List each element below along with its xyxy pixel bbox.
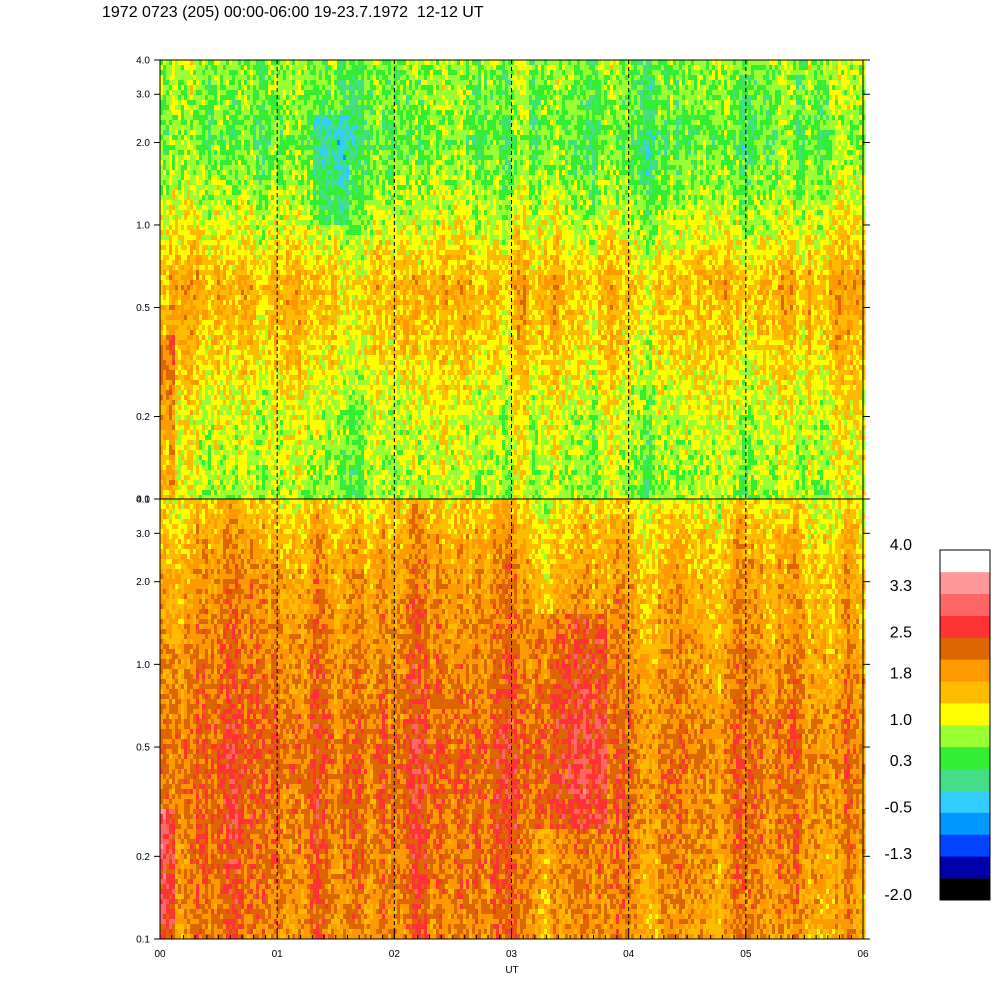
colorbar-label: 2.5 — [890, 625, 912, 642]
axes: 0.10.20.51.02.03.04.00.10.20.51.02.03.04… — [136, 56, 870, 960]
colorbar-frame — [939, 549, 991, 901]
colorbar-swatch — [940, 659, 990, 682]
colorbar-swatch — [940, 637, 990, 660]
colorbar-swatch — [940, 571, 990, 595]
x-tick-label: 04 — [623, 949, 635, 960]
y-tick-label: 2.0 — [136, 577, 150, 588]
colorbar-label: -0.5 — [884, 800, 912, 817]
y-tick-label: 3.0 — [136, 529, 150, 540]
y-tick-label: 3.0 — [136, 90, 150, 101]
colorbar-swatch — [940, 790, 990, 813]
y-tick-label: 1.0 — [136, 660, 150, 671]
colorbar-swatch — [940, 834, 990, 857]
y-tick-label: 0.1 — [136, 495, 150, 506]
colorbar-swatch — [940, 725, 990, 748]
colorbar-label: 0.3 — [890, 753, 912, 770]
x-tick-label: 05 — [740, 949, 752, 960]
x-axis-title: UT — [505, 965, 518, 976]
colorbar-swatch — [940, 878, 990, 901]
colorbar-swatch — [940, 550, 990, 573]
colorbar-swatch — [940, 768, 990, 791]
x-tick-label: 03 — [506, 949, 518, 960]
y-tick-label: 0.2 — [136, 852, 150, 863]
colorbar-label: 3.3 — [890, 578, 912, 595]
y-tick-label: 0.1 — [136, 935, 150, 946]
y-tick-label: 0.5 — [136, 743, 150, 754]
y-tick-label: 1.0 — [136, 220, 150, 231]
x-tick-label: 06 — [857, 949, 869, 960]
colorbar-swatch — [940, 593, 990, 616]
colorbar-swatch — [940, 681, 990, 704]
colorbar-label: -1.3 — [884, 846, 912, 863]
colorbar-swatch — [940, 856, 990, 879]
upper-spectrogram-panel — [160, 60, 866, 501]
x-tick-label: 00 — [154, 949, 166, 960]
colorbar-swatch — [940, 615, 990, 638]
y-tick-label: 0.2 — [136, 412, 150, 423]
y-tick-label: 4.0 — [136, 56, 150, 67]
colorbar: 4.0 3.3 2.5 1.8 1.0 0.3 -0.5 -1.3 -2.0 — [884, 537, 991, 904]
colorbar-label: 1.8 — [890, 665, 912, 682]
x-tick-label: 02 — [389, 949, 401, 960]
x-tick-label: 01 — [272, 949, 284, 960]
y-tick-label: 2.0 — [136, 138, 150, 149]
y-tick-label: 4.0 — [136, 495, 150, 506]
lower-spectrogram-panel — [160, 499, 866, 940]
colorbar-label: 1.0 — [890, 712, 912, 729]
colorbar-swatch — [940, 746, 990, 770]
colorbar-swatch — [940, 703, 990, 726]
page-title: 1972 0723 (205) 00:00-06:00 19-23.7.1972… — [102, 4, 484, 22]
y-tick-label: 0.5 — [136, 303, 150, 314]
colorbar-swatch — [940, 812, 990, 835]
colorbar-label: 4.0 — [890, 537, 912, 554]
colorbar-label: -2.0 — [884, 887, 912, 904]
